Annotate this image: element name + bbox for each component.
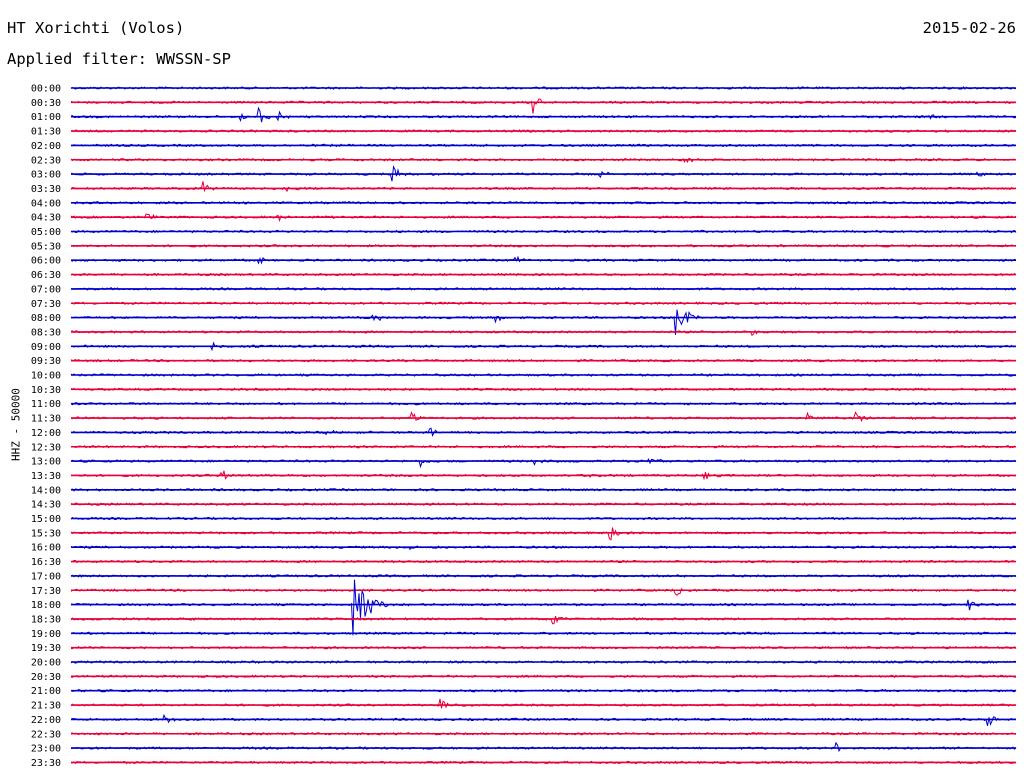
time-tick-label: 15:30: [31, 528, 61, 539]
time-tick-label: 02:00: [31, 141, 61, 152]
time-tick-label: 20:00: [31, 658, 61, 669]
time-tick-label: 06:00: [31, 256, 61, 267]
time-tick-label: 19:30: [31, 643, 61, 654]
trace-2230: [70, 731, 1017, 736]
trace-2200: [70, 713, 1017, 726]
time-tick-label: 22:00: [31, 715, 61, 726]
time-tick-label: 10:30: [31, 385, 61, 396]
tick-label-group: 00:00 00:30 01:00 01:30 02:00 02:30 03:00 03:30…: [31, 84, 61, 769]
time-tick-label: 03:00: [31, 170, 61, 181]
time-tick-label: 03:30: [31, 184, 61, 195]
time-tick-label: 00:00: [31, 84, 61, 95]
time-tick-label: 21:30: [31, 701, 61, 712]
time-tick-label: 21:00: [31, 686, 61, 697]
time-tick-label: 05:30: [31, 241, 61, 252]
trace-group: [70, 86, 1017, 765]
trace-1130: [70, 410, 1017, 423]
time-tick-label: 16:30: [31, 557, 61, 568]
time-tick-label: 13:00: [31, 457, 61, 468]
time-tick-label: 12:30: [31, 442, 61, 453]
trace-1300: [70, 458, 1017, 469]
time-tick-label: 14:30: [31, 500, 61, 511]
trace-0100: [70, 106, 1017, 123]
time-tick-label: 09:30: [31, 356, 61, 367]
filter-label: Applied filter: WWSSN-SP: [7, 50, 231, 68]
time-tick-label: 13:30: [31, 471, 61, 482]
time-tick-label: 01:30: [31, 127, 61, 138]
trace-1800: [70, 579, 1017, 636]
time-tick-label: 11:00: [31, 399, 61, 410]
time-tick-label: 07:30: [31, 299, 61, 310]
time-tick-label: 18:30: [31, 614, 61, 625]
time-tick-label: 16:00: [31, 543, 61, 554]
date-label: 2015-02-26: [922, 19, 1016, 37]
time-tick-label: 04:00: [31, 198, 61, 209]
trace-2130: [70, 698, 1017, 709]
time-tick-label: 22:30: [31, 729, 61, 740]
time-tick-label: 17:30: [31, 586, 61, 597]
time-tick-label: 23:30: [31, 758, 61, 769]
trace-2300: [70, 741, 1017, 753]
time-tick-label: 04:30: [31, 213, 61, 224]
time-tick-label: 01:00: [31, 112, 61, 123]
time-tick-label: 10:00: [31, 371, 61, 382]
time-tick-label: 11:30: [31, 414, 61, 425]
time-tick-label: 05:00: [31, 227, 61, 238]
time-tick-label: 20:30: [31, 672, 61, 683]
trace-0030: [70, 98, 1017, 114]
time-tick-label: 19:00: [31, 629, 61, 640]
time-tick-label: 08:30: [31, 327, 61, 338]
time-tick-label: 08:00: [31, 313, 61, 324]
time-tick-label: 02:30: [31, 155, 61, 166]
time-tick-label: 09:00: [31, 342, 61, 353]
time-tick-label: 12:00: [31, 428, 61, 439]
time-tick-label: 15:00: [31, 514, 61, 525]
trace-0330: [70, 181, 1017, 193]
time-tick-label: 18:00: [31, 600, 61, 611]
time-tick-label: 06:30: [31, 270, 61, 281]
time-tick-label: 14:00: [31, 485, 61, 496]
time-tick-label: 23:00: [31, 744, 61, 755]
trace-1830: [70, 615, 1017, 625]
time-tick-label: 00:30: [31, 98, 61, 109]
station-title: HT Xorichti (Volos): [7, 19, 185, 37]
time-tick-label: 17:00: [31, 571, 61, 582]
time-tick-label: 07:00: [31, 284, 61, 295]
